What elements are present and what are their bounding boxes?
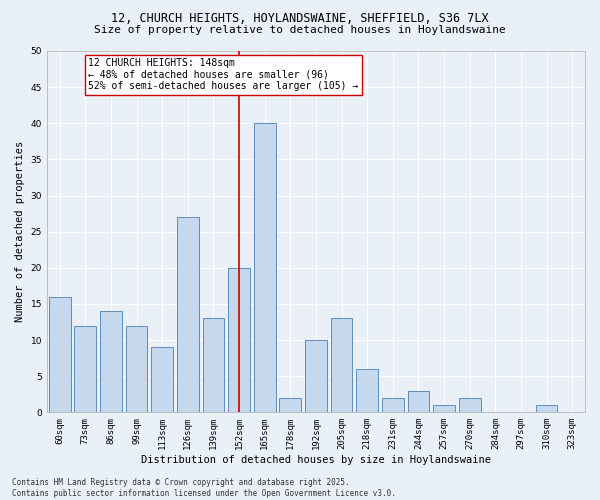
Bar — [536, 405, 557, 412]
Bar — [407, 390, 430, 412]
Bar — [126, 326, 148, 412]
Y-axis label: Number of detached properties: Number of detached properties — [15, 141, 25, 322]
Bar — [151, 348, 173, 412]
Bar — [331, 318, 352, 412]
X-axis label: Distribution of detached houses by size in Hoylandswaine: Distribution of detached houses by size … — [141, 455, 491, 465]
Text: Contains HM Land Registry data © Crown copyright and database right 2025.
Contai: Contains HM Land Registry data © Crown c… — [12, 478, 396, 498]
Bar — [356, 369, 378, 412]
Text: 12, CHURCH HEIGHTS, HOYLANDSWAINE, SHEFFIELD, S36 7LX: 12, CHURCH HEIGHTS, HOYLANDSWAINE, SHEFF… — [111, 12, 489, 26]
Bar — [177, 217, 199, 412]
Bar — [228, 268, 250, 412]
Text: 12 CHURCH HEIGHTS: 148sqm
← 48% of detached houses are smaller (96)
52% of semi-: 12 CHURCH HEIGHTS: 148sqm ← 48% of detac… — [88, 58, 358, 92]
Bar — [433, 405, 455, 412]
Bar — [74, 326, 96, 412]
Bar — [49, 296, 71, 412]
Bar — [280, 398, 301, 412]
Bar — [254, 124, 275, 412]
Bar — [305, 340, 327, 412]
Bar — [100, 311, 122, 412]
Bar — [459, 398, 481, 412]
Bar — [203, 318, 224, 412]
Bar — [382, 398, 404, 412]
Text: Size of property relative to detached houses in Hoylandswaine: Size of property relative to detached ho… — [94, 25, 506, 35]
